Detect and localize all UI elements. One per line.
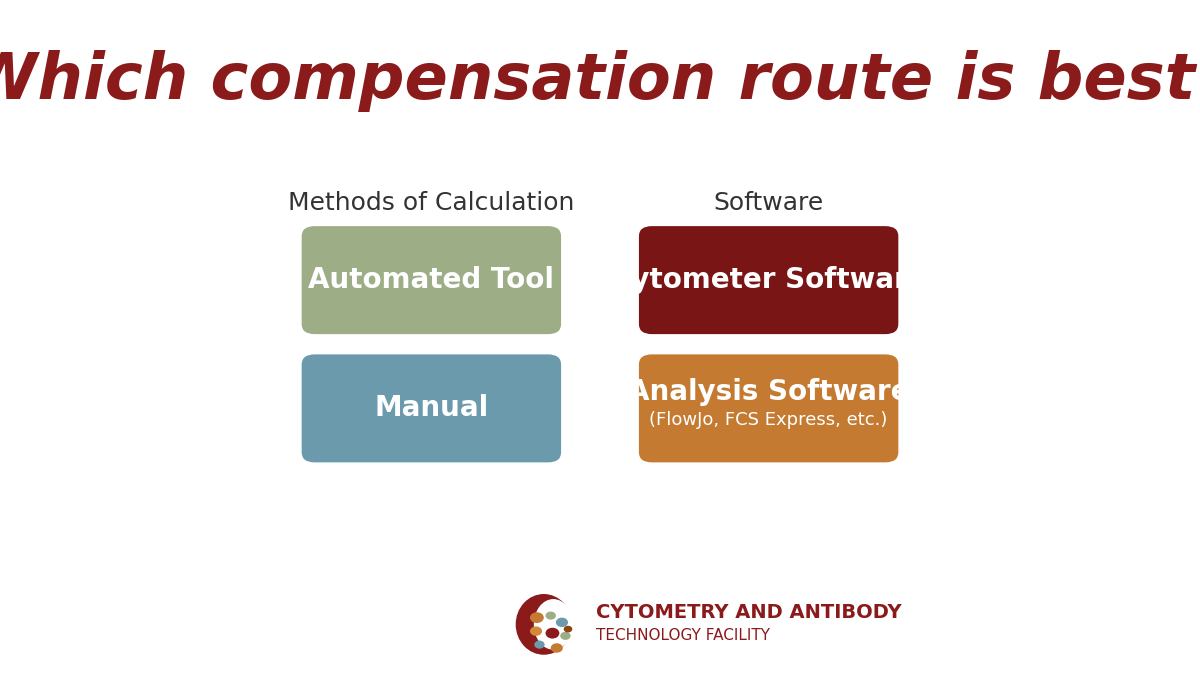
Text: Automated Tool: Automated Tool <box>308 266 554 294</box>
Ellipse shape <box>534 599 572 649</box>
Text: Methods of Calculation: Methods of Calculation <box>288 190 575 215</box>
Circle shape <box>534 641 545 649</box>
Circle shape <box>551 643 563 653</box>
Text: CYTOMETRY AND ANTIBODY: CYTOMETRY AND ANTIBODY <box>595 603 901 622</box>
FancyBboxPatch shape <box>301 226 562 334</box>
Circle shape <box>560 632 570 640</box>
Text: TECHNOLOGY FACILITY: TECHNOLOGY FACILITY <box>595 628 769 643</box>
Text: Analysis Software: Analysis Software <box>628 377 910 406</box>
Circle shape <box>564 626 572 632</box>
Circle shape <box>530 626 542 636</box>
Circle shape <box>546 628 559 639</box>
Text: Manual: Manual <box>374 394 488 423</box>
Circle shape <box>546 612 556 620</box>
FancyBboxPatch shape <box>301 354 562 462</box>
Ellipse shape <box>516 594 572 655</box>
Circle shape <box>556 618 568 627</box>
Text: Cytometer Software: Cytometer Software <box>611 266 926 294</box>
Text: (FlowJo, FCS Express, etc.): (FlowJo, FCS Express, etc.) <box>649 411 888 429</box>
FancyBboxPatch shape <box>638 354 899 462</box>
FancyBboxPatch shape <box>638 226 899 334</box>
Text: Which compensation route is best?: Which compensation route is best? <box>0 50 1200 112</box>
Circle shape <box>530 612 544 623</box>
Text: Software: Software <box>714 190 823 215</box>
